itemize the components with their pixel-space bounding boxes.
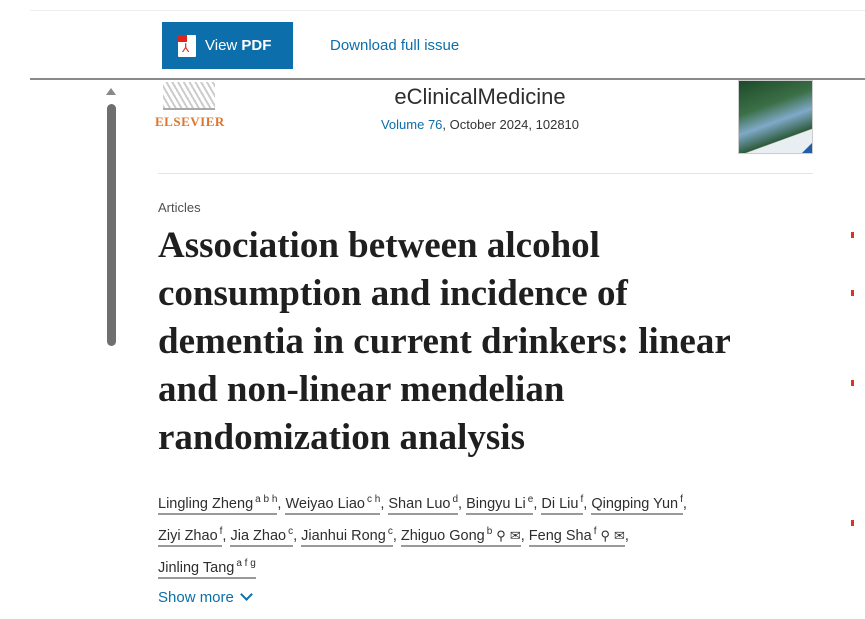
author-link[interactable]: Di Liu f — [541, 494, 584, 515]
author-link[interactable]: Qingping Yun f — [591, 494, 683, 515]
journal-cover-image[interactable] — [738, 80, 813, 154]
email-icon: ✉ — [614, 528, 625, 543]
show-more-button[interactable]: Show more — [158, 588, 253, 606]
author-link[interactable]: Feng Sha f ⚲ ✉ — [528, 526, 625, 547]
elsevier-wordmark: ELSEVIER — [155, 114, 225, 129]
author-link[interactable]: Bingyu Li e — [466, 494, 534, 515]
side-marker — [851, 380, 854, 386]
chevron-down-icon — [240, 588, 253, 601]
author-link[interactable]: Lingling Zheng a b h — [158, 494, 278, 515]
author-link[interactable]: Ziyi Zhao f — [158, 526, 223, 547]
author-link[interactable]: Weiyao Liao c h — [285, 494, 381, 515]
author-link[interactable]: Jia Zhao c — [230, 526, 294, 547]
tree-logo-icon — [163, 82, 215, 110]
author-link[interactable]: Zhiguo Gong b ⚲ ✉ — [400, 526, 521, 547]
article-toolbar — [30, 10, 865, 80]
person-icon: ⚲ — [496, 528, 506, 543]
volume-link[interactable]: Volume 76 — [380, 117, 443, 132]
volume-info: Volume 76, October 2024, 102810 — [380, 117, 580, 132]
article-category: Articles — [158, 200, 201, 215]
pdf-icon — [178, 34, 196, 57]
cover-corner — [802, 143, 812, 153]
author-link[interactable]: Jinling Tang a f g — [158, 558, 256, 579]
author-list: Lingling Zheng a b h, Weiyao Liao c h, Sha… — [158, 486, 818, 582]
journal-title[interactable]: eClinicalMedicine — [394, 84, 566, 109]
author-link[interactable]: Jianhui Rong c — [301, 526, 393, 547]
elsevier-logo[interactable]: ELSEVIER — [155, 82, 227, 130]
view-pdf-label: View PDF — [205, 37, 272, 54]
article-title: Association between alcohol consumption … — [158, 225, 731, 458]
person-icon: ⚲ — [600, 528, 610, 543]
header-divider — [158, 173, 813, 174]
scroll-up-arrow-icon[interactable] — [106, 88, 116, 95]
view-pdf-button[interactable]: View PDF — [162, 22, 293, 69]
email-icon: ✉ — [509, 528, 521, 543]
top-divider — [30, 10, 865, 11]
download-full-issue-link[interactable]: Download full issue — [330, 37, 460, 54]
author-link[interactable]: Shan Luo d — [388, 494, 459, 515]
side-marker — [851, 232, 854, 238]
side-marker — [851, 520, 854, 526]
side-marker — [851, 290, 854, 296]
scrollbar-thumb[interactable] — [107, 104, 116, 346]
